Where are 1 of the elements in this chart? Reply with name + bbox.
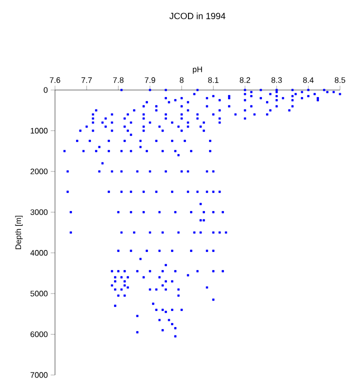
chart-title: JCOD in 1994 — [169, 12, 226, 20]
